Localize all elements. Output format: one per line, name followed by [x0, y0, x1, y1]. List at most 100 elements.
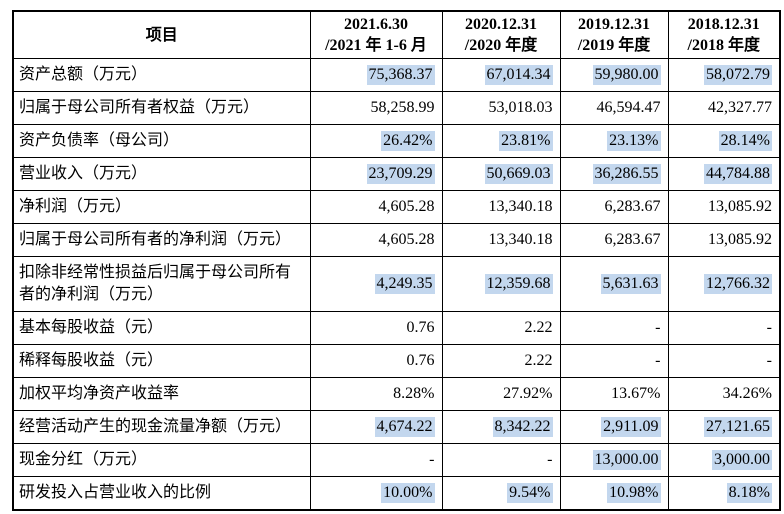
highlighted-value: 50,669.03: [484, 164, 553, 184]
value-cell: 58,072.79: [667, 58, 781, 92]
row-label: 加权平均净资产收益率: [12, 377, 311, 411]
value-cell: 0.76: [309, 344, 443, 378]
table-row: 资产总额（万元） 75,368.37 67,014.34 59,980.00 58,07…: [12, 58, 781, 92]
value-cell: -: [309, 443, 443, 477]
table-row: 归属于母公司所有者的净利润（万元） 4,605.28 13,340.18 6,283.…: [12, 223, 781, 257]
highlighted-value: 4,674.22: [374, 417, 435, 437]
value-cell: 4,605.28: [309, 223, 443, 257]
value-cell: 10.00%: [309, 476, 443, 511]
highlighted-value: 28.14%: [718, 131, 772, 151]
row-label: 基本每股收益（元）: [12, 311, 311, 345]
table-row: 基本每股收益（元） 0.76 2.22 - -: [12, 311, 781, 345]
table-row: 扣除非经常性损益后归属于母公司所有者的净利润（万元） 4,249.35 12,359…: [12, 256, 781, 312]
value: 34.26%: [722, 385, 772, 402]
period-date: 2021.6.30: [344, 16, 408, 33]
value-cell: 4,249.35: [309, 256, 443, 312]
column-header-2018: 2018.12.31 /2018 年度: [667, 10, 781, 59]
value-cell: 50,669.03: [441, 157, 561, 191]
row-label: 资产总额（万元）: [12, 58, 311, 92]
value-cell: 6,283.67: [559, 190, 669, 224]
row-label: 稀释每股收益（元）: [12, 344, 311, 378]
value: 0.76: [406, 352, 435, 369]
value-cell: 9.54%: [441, 476, 561, 511]
table-row: 现金分红（万元） - - 13,000.00 3,000.00: [12, 443, 781, 477]
value-cell: 27.92%: [441, 377, 561, 411]
value: -: [547, 451, 553, 468]
row-label: 现金分红（万元）: [12, 443, 311, 477]
value: -: [766, 319, 772, 336]
value: -: [655, 352, 661, 369]
table-row: 资产负债率（母公司） 26.42% 23.81% 23.13% 28.14%: [12, 124, 781, 158]
highlighted-value: 59,980.00: [592, 65, 661, 85]
period-date: 2018.12.31: [687, 16, 760, 33]
highlighted-value: 44,784.88: [704, 164, 772, 184]
highlighted-value: 36,286.55: [592, 164, 661, 184]
value-cell: 4,674.22: [309, 410, 443, 444]
highlighted-value: 4,249.35: [374, 274, 435, 294]
value: 42,327.77: [708, 99, 772, 116]
value: 13,340.18: [488, 231, 553, 248]
value-cell: 27,121.65: [667, 410, 781, 444]
highlighted-value: 67,014.34: [484, 65, 553, 85]
value-cell: 44,784.88: [667, 157, 781, 191]
value: 6,283.67: [604, 231, 661, 248]
value-cell: 13,085.92: [667, 223, 781, 257]
highlighted-value: 9.54%: [507, 483, 553, 503]
value: 58,258.99: [370, 99, 435, 116]
value-cell: 2.22: [441, 311, 561, 345]
value-cell: 2.22: [441, 344, 561, 378]
value-cell: -: [559, 344, 669, 378]
value-cell: 53,018.03: [441, 91, 561, 125]
value-cell: 2,911.09: [559, 410, 669, 444]
value-cell: 10.98%: [559, 476, 669, 511]
period-label: /2021 年 1-6 月: [325, 37, 427, 54]
highlighted-value: 8,342.22: [492, 417, 553, 437]
value: -: [655, 319, 661, 336]
highlighted-value: 23,709.29: [366, 164, 435, 184]
value: 2.22: [524, 319, 553, 336]
value-cell: -: [667, 344, 781, 378]
period-label: /2019 年度: [577, 37, 651, 54]
value-cell: 3,000.00: [667, 443, 781, 477]
highlighted-value: 12,766.32: [704, 274, 772, 294]
table-row: 经营活动产生的现金流量净额（万元） 4,674.22 8,342.22 2,911.0…: [12, 410, 781, 444]
period-date: 2019.12.31: [578, 16, 650, 33]
value-cell: 59,980.00: [559, 58, 669, 92]
value-cell: 4,605.28: [309, 190, 443, 224]
period-label: /2018 年度: [687, 37, 760, 54]
value-cell: -: [559, 311, 669, 345]
value-cell: -: [441, 443, 561, 477]
table-row: 加权平均净资产收益率 8.28% 27.92% 13.67% 34.26%: [12, 377, 781, 411]
value: 13,085.92: [708, 231, 772, 248]
highlighted-value: 10.98%: [607, 483, 661, 503]
value: 6,283.67: [604, 198, 661, 215]
row-label: 资产负债率（母公司）: [12, 124, 311, 158]
value-cell: 13,085.92: [667, 190, 781, 224]
table-row: 营业收入（万元） 23,709.29 50,669.03 36,286.55 44,78…: [12, 157, 781, 191]
value-cell: 13,340.18: [441, 223, 561, 257]
value: 53,018.03: [488, 99, 553, 116]
row-label: 扣除非经常性损益后归属于母公司所有者的净利润（万元）: [12, 256, 311, 312]
value-cell: 0.76: [309, 311, 443, 345]
value-cell: 23.81%: [441, 124, 561, 158]
value-cell: 6,283.67: [559, 223, 669, 257]
value: 0.76: [406, 319, 435, 336]
table-row: 研发投入占营业收入的比例 10.00% 9.54% 10.98% 8.18%: [12, 476, 781, 511]
highlighted-value: 27,121.65: [704, 417, 772, 437]
value: 8.28%: [393, 385, 435, 402]
value-cell: 23.13%: [559, 124, 669, 158]
value-cell: 8.28%: [309, 377, 443, 411]
highlighted-value: 12,359.68: [484, 274, 553, 294]
value-cell: 12,766.32: [667, 256, 781, 312]
row-label: 归属于母公司所有者权益（万元）: [12, 91, 311, 125]
value-cell: 42,327.77: [667, 91, 781, 125]
value: 13.67%: [611, 385, 661, 402]
table-row: 净利润（万元） 4,605.28 13,340.18 6,283.67 13,085.9…: [12, 190, 781, 224]
value-cell: 75,368.37: [309, 58, 443, 92]
highlighted-value: 2,911.09: [601, 417, 661, 437]
value-cell: 34.26%: [667, 377, 781, 411]
row-label: 营业收入（万元）: [12, 157, 311, 191]
value-cell: 12,359.68: [441, 256, 561, 312]
highlighted-value: 5,631.63: [600, 274, 661, 294]
period-date: 2020.12.31: [465, 16, 537, 33]
